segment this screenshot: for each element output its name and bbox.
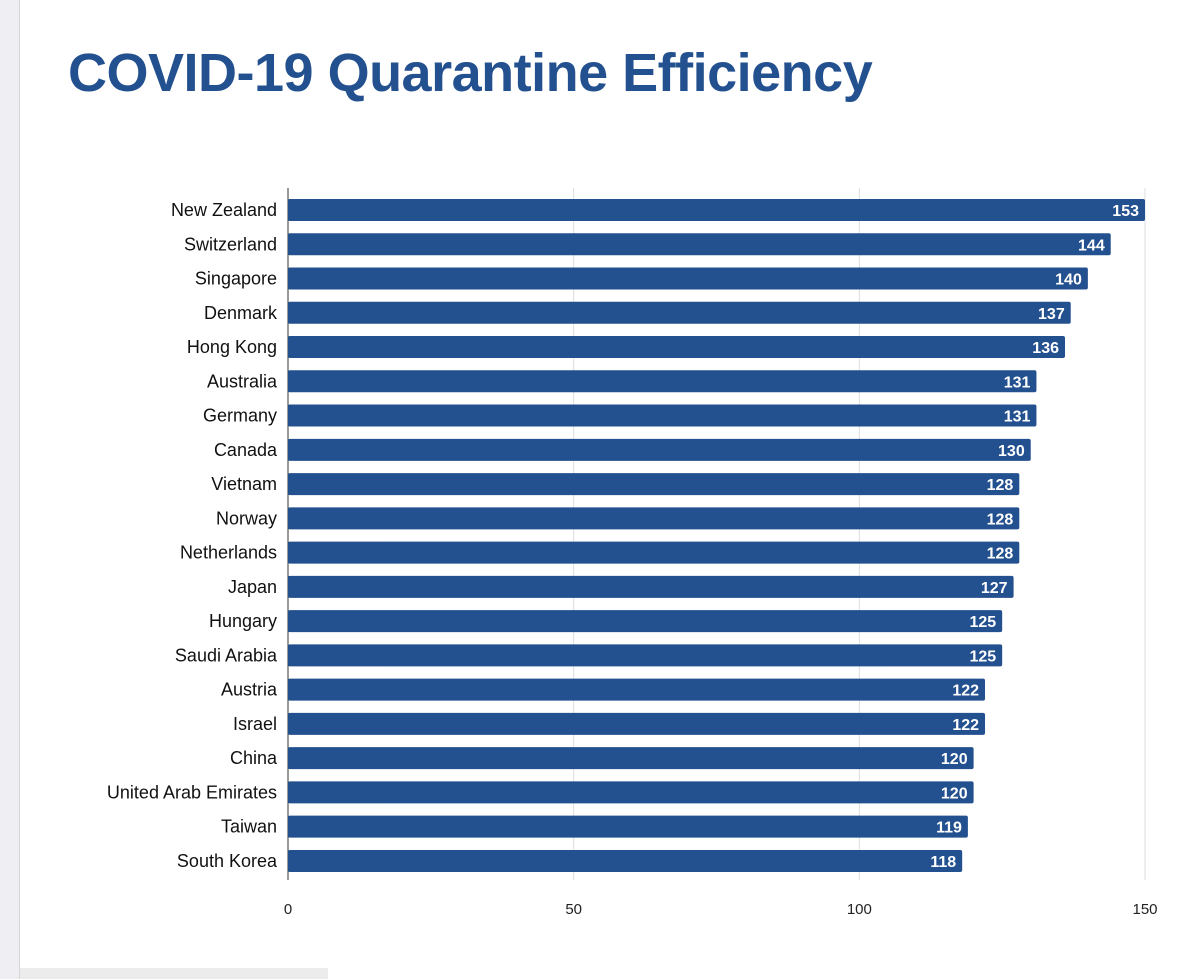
data-label: 118: [930, 854, 956, 871]
category-label: New Zealand: [171, 200, 277, 220]
bar: [288, 336, 1066, 359]
bar: [288, 541, 1020, 564]
data-label: 128: [987, 477, 1014, 494]
data-label: 125: [969, 614, 996, 631]
chart-title: COVID-19 Quarantine Efficiency: [68, 43, 873, 103]
x-tick-label: 0: [284, 901, 292, 918]
bar: [288, 473, 1020, 496]
data-label: 140: [1055, 272, 1082, 289]
bar: [288, 199, 1145, 221]
data-label: 122: [952, 717, 979, 734]
bar: [288, 575, 1014, 598]
category-label: Israel: [233, 714, 277, 734]
x-tick-label: 100: [847, 901, 872, 918]
category-label: South Korea: [177, 851, 278, 871]
category-label: Netherlands: [180, 543, 277, 563]
data-label: 131: [1004, 409, 1031, 426]
bar: [288, 644, 1003, 667]
category-label: Singapore: [195, 269, 277, 289]
data-label: 136: [1032, 340, 1059, 357]
category-label: Saudi Arabia: [175, 645, 278, 665]
bar: [288, 747, 974, 770]
category-label: Japan: [228, 577, 277, 597]
data-label: 119: [936, 820, 962, 837]
category-label: Norway: [216, 508, 277, 528]
bar: [288, 781, 974, 804]
bar: [288, 370, 1037, 393]
data-label: 120: [941, 751, 968, 768]
bar: [288, 301, 1071, 324]
bar: [288, 610, 1003, 633]
data-label: 137: [1038, 306, 1065, 323]
page-edge: [0, 0, 20, 979]
data-label: 153: [1112, 203, 1139, 220]
x-tick-label: 50: [565, 901, 582, 918]
x-tick-label: 150: [1132, 901, 1157, 918]
data-label: 120: [941, 785, 968, 802]
data-label: 130: [998, 443, 1025, 460]
category-label: Vietnam: [211, 474, 277, 494]
category-label: United Arab Emirates: [107, 782, 277, 802]
category-label: Germany: [203, 406, 277, 426]
category-label: Canada: [214, 440, 278, 460]
category-label: Australia: [207, 371, 278, 391]
bar: [288, 438, 1031, 461]
category-label: Switzerland: [184, 234, 277, 254]
category-label: China: [230, 748, 278, 768]
data-label: 131: [1004, 374, 1031, 391]
footer-bar: [20, 968, 328, 979]
bar: [288, 507, 1020, 530]
data-label: 128: [987, 511, 1014, 528]
bar: [288, 815, 968, 838]
bar: [288, 712, 986, 735]
bar: [288, 267, 1088, 290]
data-label: 144: [1078, 237, 1105, 254]
data-label: 127: [981, 580, 1008, 597]
data-label: 125: [969, 648, 996, 665]
bar: [288, 678, 986, 701]
bar: [288, 849, 963, 872]
category-label: Taiwan: [221, 817, 277, 837]
category-label: Austria: [221, 680, 278, 700]
category-label: Hungary: [209, 611, 277, 631]
category-label: Denmark: [204, 303, 278, 323]
data-label: 122: [952, 683, 979, 700]
category-label: Hong Kong: [187, 337, 277, 357]
data-label: 128: [987, 546, 1014, 563]
bar: [288, 404, 1037, 427]
bar: [288, 233, 1111, 256]
